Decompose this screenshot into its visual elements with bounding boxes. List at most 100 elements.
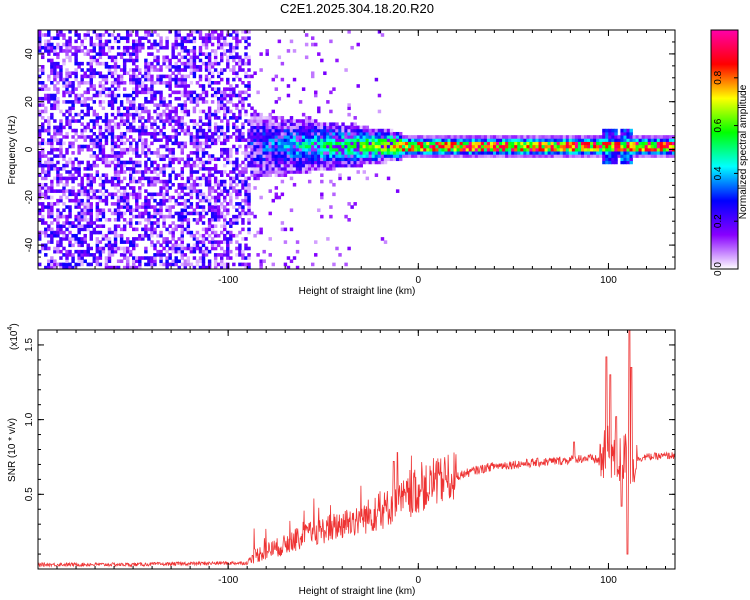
- spectrogram-cell: [162, 221, 166, 225]
- spectrogram-cell: [283, 141, 288, 146]
- spectrogram-cell: [74, 214, 78, 219]
- spectrogram-cell: [238, 61, 242, 66]
- spectrogram-cell: [129, 240, 133, 244]
- spectrogram-cell: [244, 96, 248, 101]
- spectrogram-cell: [483, 151, 488, 155]
- spectrogram-cell: [74, 224, 78, 228]
- spectrogram-cell: [268, 122, 272, 126]
- spectrogram-cell: [532, 141, 536, 146]
- spectrogram-cell: [238, 96, 242, 101]
- spectrogram-cell: [41, 80, 45, 85]
- spectrogram-cell: [274, 163, 279, 168]
- spectrogram-cell: [44, 93, 48, 98]
- spectrogram-cell: [317, 157, 321, 162]
- spectrogram-cell: [468, 144, 473, 149]
- spectrogram-cell: [186, 259, 191, 264]
- spectrogram-cell: [68, 205, 72, 209]
- spectrogram-cell: [565, 147, 570, 152]
- spectrogram-cell: [83, 218, 87, 222]
- spectrogram-cell: [341, 141, 345, 146]
- spectrogram-cell: [80, 122, 84, 126]
- spectrogram-cell: [198, 52, 203, 56]
- spectrogram-cell: [132, 186, 136, 190]
- spectrogram-cell: [301, 160, 306, 165]
- spectrogram-cell: [574, 135, 579, 139]
- spectrogram-cell: [671, 151, 675, 155]
- spectrogram-cell: [159, 36, 163, 40]
- spectrogram-cell: [150, 214, 154, 219]
- spectrogram-cell: [89, 179, 93, 184]
- spectrogram-cell: [168, 87, 172, 91]
- spectrogram-cell: [520, 154, 524, 158]
- spectrogram-cell: [465, 135, 470, 139]
- spectrogram-cell: [38, 160, 42, 165]
- spectrogram-cell: [47, 128, 51, 133]
- spectrogram-cell: [220, 179, 224, 184]
- spectrogram-cell: [86, 176, 90, 181]
- spectrogram-cell: [192, 65, 197, 69]
- spectrogram-cell: [50, 202, 54, 206]
- spectrogram-cell: [50, 147, 54, 152]
- spectrogram-cell: [229, 249, 233, 254]
- spectrogram-cell: [241, 90, 245, 95]
- spectrogram-cell: [198, 131, 203, 136]
- spectrogram-cell: [338, 131, 342, 136]
- spectrogram-cell: [153, 80, 157, 85]
- spectrogram-cell: [116, 65, 121, 69]
- spectrogram-cell: [541, 147, 545, 152]
- spectrogram-cell: [47, 262, 51, 267]
- spectrogram-cell: [135, 68, 139, 72]
- spectrogram-cell: [289, 160, 294, 165]
- spectrogram-cell: [259, 135, 263, 139]
- spectrogram-cell: [74, 61, 78, 66]
- spectrogram-cell: [329, 138, 333, 142]
- spectrogram-cell: [626, 151, 630, 155]
- spectrogram-cell: [438, 154, 442, 158]
- spectrogram-cell: [568, 147, 573, 152]
- spectrogram-cell: [265, 125, 269, 130]
- spectrogram-cell: [92, 179, 97, 184]
- spectrogram-cell: [253, 128, 257, 133]
- spectrogram-cell: [556, 141, 561, 146]
- colorbar-tick-label: 0.8: [713, 70, 724, 84]
- spectrogram-cell: [168, 61, 172, 66]
- spectrogram-cell: [265, 116, 269, 120]
- spectrogram-cell: [174, 116, 178, 120]
- spectrogram-cell: [180, 240, 184, 244]
- spectrogram-cell: [280, 116, 285, 120]
- spectrogram-cell: [386, 154, 391, 158]
- multiplier-exponent: 4: [7, 327, 14, 331]
- spectrogram-cell: [104, 189, 109, 193]
- spectrogram-cell: [207, 202, 212, 206]
- spectrogram-cell: [323, 141, 327, 146]
- spectrogram-cell: [159, 96, 163, 101]
- spectrogram-cell: [332, 167, 336, 171]
- spectrogram-cell: [277, 147, 282, 152]
- spectrogram-cell: [286, 154, 291, 158]
- spectrogram-cell: [535, 138, 539, 142]
- spectrogram-cell: [383, 240, 388, 244]
- spectrogram-cell: [383, 128, 388, 133]
- spectrogram-cell: [65, 119, 69, 123]
- spectrogram-cell: [599, 144, 603, 149]
- spectrogram-cell: [92, 163, 97, 168]
- spectrogram-cell: [129, 68, 133, 72]
- spectrogram-cell: [201, 42, 206, 47]
- spectrogram-cell: [135, 49, 139, 53]
- spectrogram-cell: [471, 138, 476, 142]
- spectrogram-cell: [116, 109, 121, 114]
- spectrogram-cell: [165, 154, 169, 158]
- spectrogram-cell: [98, 135, 103, 139]
- spectrogram-cell: [220, 192, 224, 197]
- spectrogram-cell: [587, 135, 591, 139]
- spectrogram-cell: [292, 157, 297, 162]
- spectrogram-cell: [262, 144, 266, 149]
- spectrogram-cell: [235, 71, 239, 76]
- spectrogram-cell: [116, 246, 121, 251]
- spectrogram-cell: [141, 128, 145, 133]
- spectrogram-cell: [213, 131, 218, 136]
- spectrogram-cell: [159, 116, 163, 120]
- spectrogram-cell: [201, 135, 206, 139]
- spectrogram-cell: [259, 128, 263, 133]
